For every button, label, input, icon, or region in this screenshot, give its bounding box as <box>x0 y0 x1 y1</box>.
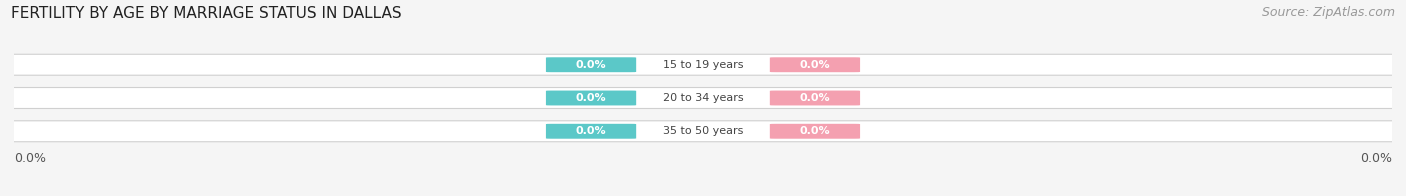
FancyBboxPatch shape <box>4 54 1402 75</box>
FancyBboxPatch shape <box>770 91 860 105</box>
Text: 35 to 50 years: 35 to 50 years <box>662 126 744 136</box>
Text: 0.0%: 0.0% <box>800 60 831 70</box>
Text: FERTILITY BY AGE BY MARRIAGE STATUS IN DALLAS: FERTILITY BY AGE BY MARRIAGE STATUS IN D… <box>11 6 402 21</box>
Text: 0.0%: 0.0% <box>575 126 606 136</box>
FancyBboxPatch shape <box>546 57 636 72</box>
FancyBboxPatch shape <box>770 57 860 72</box>
FancyBboxPatch shape <box>546 91 636 105</box>
Text: Source: ZipAtlas.com: Source: ZipAtlas.com <box>1261 6 1395 19</box>
Text: 20 to 34 years: 20 to 34 years <box>662 93 744 103</box>
Text: 0.0%: 0.0% <box>800 126 831 136</box>
Text: 0.0%: 0.0% <box>1360 152 1392 165</box>
Legend: Married, Unmarried: Married, Unmarried <box>617 193 789 196</box>
Text: 0.0%: 0.0% <box>575 93 606 103</box>
FancyBboxPatch shape <box>4 88 1402 108</box>
Text: 0.0%: 0.0% <box>800 93 831 103</box>
Text: 15 to 19 years: 15 to 19 years <box>662 60 744 70</box>
Text: 0.0%: 0.0% <box>14 152 46 165</box>
FancyBboxPatch shape <box>770 124 860 139</box>
FancyBboxPatch shape <box>546 124 636 139</box>
Text: 0.0%: 0.0% <box>575 60 606 70</box>
FancyBboxPatch shape <box>4 121 1402 142</box>
